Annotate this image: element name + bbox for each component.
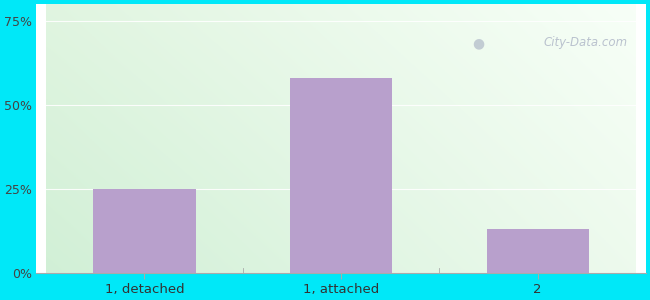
Bar bbox=[94, 189, 196, 273]
Bar bbox=[487, 230, 589, 273]
Bar bbox=[290, 78, 392, 273]
Text: City-Data.com: City-Data.com bbox=[543, 36, 627, 50]
Text: ●: ● bbox=[472, 36, 484, 50]
